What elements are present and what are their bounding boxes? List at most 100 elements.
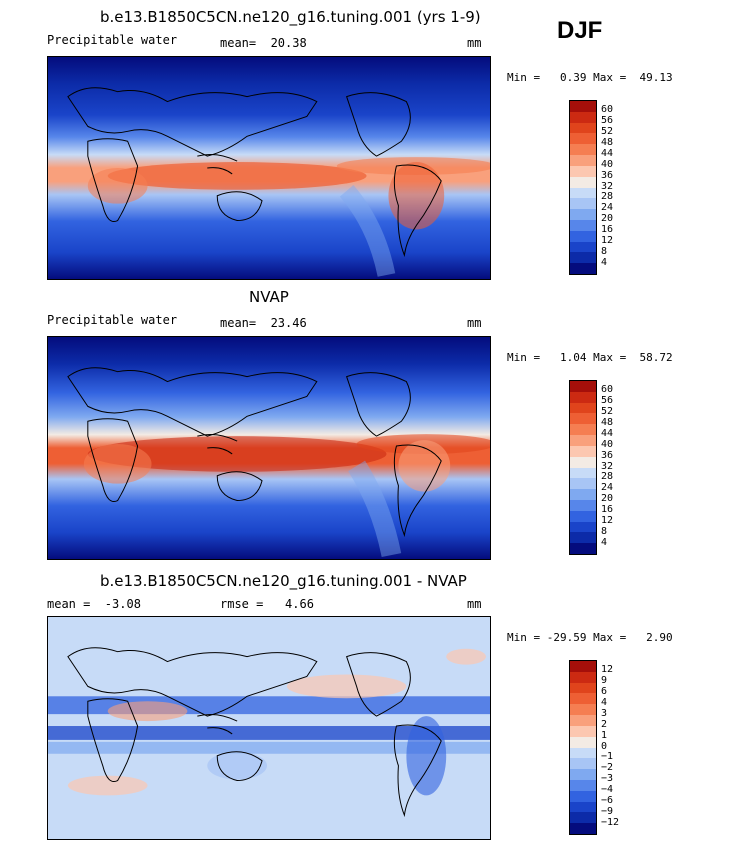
colorbar-swatch	[570, 209, 596, 220]
panel1-title: b.e13.B1850C5CN.ne120_g16.tuning.001 (yr…	[100, 8, 481, 26]
colorbar-swatch	[570, 111, 596, 123]
colorbar-swatch	[570, 219, 596, 231]
colorbar-level-label: 3	[601, 707, 608, 719]
colorbar-level-label: 36	[601, 449, 614, 461]
colorbar-level-label: 48	[601, 416, 614, 428]
colorbar-swatch	[570, 413, 596, 425]
colorbar-level-label: 6	[601, 685, 608, 697]
panel1-map	[47, 56, 491, 280]
colorbar-swatch	[570, 252, 596, 264]
colorbar-level-label: −12	[601, 817, 620, 829]
colorbar-swatch	[570, 489, 596, 500]
colorbar-level-label: 1	[601, 729, 608, 741]
colorbar-level-label: 9	[601, 674, 608, 686]
colorbar-level-label: 44	[601, 147, 614, 159]
colorbar-swatch	[570, 790, 596, 802]
colorbar-level-label: 60	[601, 383, 614, 395]
colorbar-level-label: 52	[601, 405, 614, 417]
colorbar-swatch	[570, 155, 596, 166]
colorbar-level-label: −1	[601, 751, 614, 763]
colorbar-swatch	[570, 736, 596, 748]
colorbar-swatch	[570, 758, 596, 770]
colorbar-level-label: −3	[601, 773, 614, 785]
colorbar-level-label: 40	[601, 438, 614, 450]
panel3-mean: mean = -3.08	[47, 597, 141, 611]
panel3-colorbar	[569, 660, 597, 835]
colorbar-level-label: 24	[601, 202, 614, 214]
colorbar-swatch	[570, 424, 596, 436]
colorbar-swatch	[570, 165, 596, 177]
colorbar-swatch	[570, 661, 596, 672]
colorbar-swatch	[570, 456, 596, 468]
panel1-field-label: Precipitable water	[47, 33, 178, 47]
colorbar-swatch	[570, 101, 596, 112]
colorbar-swatch	[570, 402, 596, 414]
panel3-title: b.e13.B1850C5CN.ne120_g16.tuning.001 - N…	[100, 572, 467, 590]
colorbar-swatch	[570, 187, 596, 199]
colorbar-swatch	[570, 715, 596, 726]
colorbar-swatch	[570, 779, 596, 791]
colorbar-level-label: 20	[601, 213, 614, 225]
colorbar-swatch	[570, 671, 596, 683]
colorbar-swatch	[570, 521, 596, 533]
panel2-colorbar	[569, 380, 597, 555]
colorbar-swatch	[570, 543, 596, 554]
colorbar-swatch	[570, 478, 596, 490]
colorbar-swatch	[570, 823, 596, 834]
panel2-min-max: Min = 1.04 Max = 58.72	[507, 351, 673, 364]
colorbar-level-label: 12	[601, 515, 614, 527]
colorbar-swatch	[570, 467, 596, 479]
colorbar-level-label: 28	[601, 471, 614, 483]
colorbar-level-label: 2	[601, 718, 608, 730]
panel3-rmse: rmse = 4.66	[220, 597, 314, 611]
colorbar-swatch	[570, 747, 596, 759]
colorbar-swatch	[570, 435, 596, 446]
colorbar-swatch	[570, 801, 596, 813]
panel3-units: mm	[467, 597, 482, 611]
panel1-units: mm	[467, 36, 482, 50]
colorbar-swatch	[570, 725, 596, 737]
colorbar-level-label: 16	[601, 504, 614, 516]
colorbar-level-label: 32	[601, 460, 614, 472]
colorbar-level-label: 16	[601, 224, 614, 236]
panel1-min-max: Min = 0.39 Max = 49.13	[507, 71, 673, 84]
colorbar-level-label: 12	[601, 663, 614, 675]
colorbar-swatch	[570, 769, 596, 780]
colorbar-level-label: 4	[601, 696, 608, 708]
colorbar-swatch	[570, 445, 596, 457]
colorbar-level-label: 4	[601, 257, 608, 269]
colorbar-level-label: 24	[601, 482, 614, 494]
colorbar-swatch	[570, 198, 596, 210]
colorbar-level-label: −9	[601, 806, 614, 818]
colorbar-level-label: 56	[601, 114, 614, 126]
panel3-map	[47, 616, 491, 840]
colorbar-swatch	[570, 133, 596, 145]
colorbar-level-label: −2	[601, 762, 614, 774]
colorbar-swatch	[570, 499, 596, 511]
panel1-colorbar	[569, 100, 597, 275]
panel2-units: mm	[467, 316, 482, 330]
colorbar-level-label: 44	[601, 427, 614, 439]
colorbar-swatch	[570, 241, 596, 253]
colorbar-swatch	[570, 812, 596, 824]
colorbar-swatch	[570, 532, 596, 544]
colorbar-level-label: −6	[601, 795, 614, 807]
colorbar-swatch	[570, 176, 596, 188]
panel2-title: NVAP	[249, 288, 289, 306]
colorbar-level-label: 36	[601, 169, 614, 181]
colorbar-level-label: 4	[601, 537, 608, 549]
colorbar-swatch	[570, 144, 596, 156]
colorbar-level-label: 60	[601, 103, 614, 115]
colorbar-level-label: 32	[601, 180, 614, 192]
colorbar-swatch	[570, 510, 596, 522]
colorbar-swatch	[570, 263, 596, 274]
colorbar-level-label: 48	[601, 136, 614, 148]
colorbar-level-label: 8	[601, 526, 608, 538]
colorbar-swatch	[570, 381, 596, 392]
panel1-mean: mean= 20.38	[220, 36, 307, 50]
colorbar-swatch	[570, 230, 596, 242]
colorbar-swatch	[570, 391, 596, 403]
panel2-map	[47, 336, 491, 560]
colorbar-level-label: 0	[601, 740, 608, 752]
colorbar-swatch	[570, 693, 596, 705]
